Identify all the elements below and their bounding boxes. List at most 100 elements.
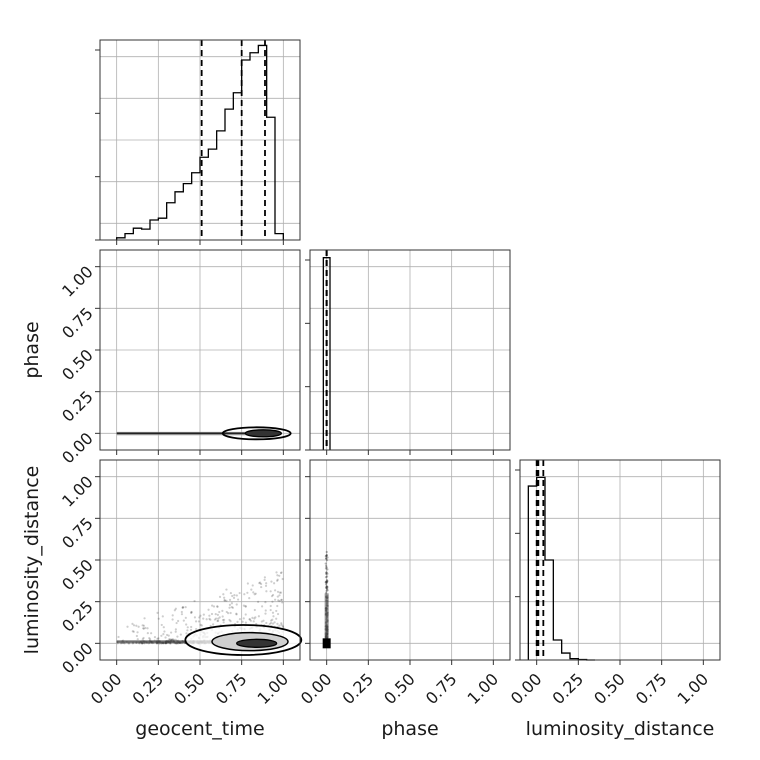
scatter-point bbox=[236, 620, 239, 623]
x-tick-label: 0.75 bbox=[212, 669, 251, 708]
scatter-point bbox=[229, 620, 232, 623]
scatter-point bbox=[142, 624, 145, 627]
scatter-point bbox=[174, 630, 177, 633]
scatter-point bbox=[146, 632, 149, 635]
scatter-point bbox=[230, 606, 233, 609]
scatter-point bbox=[141, 624, 144, 627]
scatter-point bbox=[325, 587, 329, 591]
scatter-point bbox=[237, 598, 240, 601]
scatter-point bbox=[246, 591, 249, 594]
scatter-point bbox=[209, 624, 212, 628]
x-tick-label: 0.25 bbox=[129, 669, 168, 708]
scatter-point bbox=[248, 618, 252, 621]
scatter-point bbox=[184, 605, 187, 609]
scatter-point bbox=[153, 636, 157, 639]
scatter-point bbox=[325, 580, 328, 583]
scatter-point bbox=[143, 617, 146, 620]
scatter-point bbox=[260, 620, 263, 623]
scatter-point bbox=[271, 618, 274, 621]
scatter-point bbox=[326, 587, 329, 590]
scatter-point bbox=[160, 623, 163, 627]
panel-luminosity-distance-vs-geocent-time: 0.000.250.500.751.000.00 0.25 0.50 0.75 1.00 bbox=[58, 459, 303, 708]
scatter-point bbox=[262, 619, 265, 622]
scatter-point bbox=[324, 586, 328, 590]
scatter-point bbox=[276, 578, 279, 581]
scatter-point bbox=[228, 618, 231, 622]
y-tick-label: 0.00 bbox=[58, 639, 97, 678]
density-core bbox=[322, 638, 331, 649]
scatter-point bbox=[217, 617, 220, 620]
scatter-point bbox=[208, 614, 211, 617]
scatter-point bbox=[228, 598, 232, 601]
scatter-point bbox=[180, 610, 183, 614]
scatter-point bbox=[325, 586, 328, 589]
scatter-point bbox=[265, 590, 268, 593]
scatter-point bbox=[212, 605, 216, 608]
histogram-step bbox=[116, 44, 284, 240]
scatter-point bbox=[216, 613, 220, 616]
scatter-point bbox=[263, 578, 266, 581]
scatter-point bbox=[136, 638, 139, 641]
scatter-point bbox=[195, 627, 198, 631]
scatter-point bbox=[279, 571, 283, 575]
scatter-point bbox=[142, 627, 145, 630]
panel-frame bbox=[519, 459, 721, 661]
scatter-point bbox=[325, 572, 328, 575]
scatter-point bbox=[325, 571, 328, 574]
scatter-point bbox=[251, 616, 254, 619]
scatter-point bbox=[281, 624, 284, 628]
x-tick-label: 0.25 bbox=[549, 669, 588, 708]
scatter-point bbox=[254, 616, 257, 619]
x-axis-label-luminosity-distance: luminosity_distance bbox=[526, 718, 715, 740]
panel-luminosity-distance-vs-phase: 0.00 0.25 0.50 0.75 1.00 bbox=[297, 459, 511, 708]
scatter-point bbox=[280, 598, 283, 602]
panel-phase-vs-geocent-time: 0.000.250.500.751.00 bbox=[58, 249, 301, 467]
scatter-point bbox=[235, 613, 238, 616]
scatter-point bbox=[148, 638, 152, 641]
scatter-point bbox=[258, 582, 261, 585]
scatter-point bbox=[218, 595, 222, 598]
x-tick-label: 0.75 bbox=[632, 669, 671, 708]
scatter-point bbox=[325, 571, 328, 574]
scatter-point bbox=[275, 571, 278, 574]
scatter-point bbox=[222, 593, 225, 596]
scatter-point bbox=[324, 567, 328, 570]
x-tick-label: 0.25 bbox=[339, 669, 378, 708]
scatter-point bbox=[274, 598, 277, 601]
scatter-point bbox=[199, 614, 202, 617]
scatter-point bbox=[207, 608, 210, 611]
scatter-point bbox=[264, 601, 267, 604]
scatter-point bbox=[157, 637, 160, 640]
panel-frame bbox=[309, 459, 511, 661]
scatter-point bbox=[325, 581, 328, 585]
scatter-point bbox=[324, 557, 328, 560]
scatter-point bbox=[199, 623, 202, 627]
scatter-point bbox=[253, 617, 256, 620]
scatter-point bbox=[126, 625, 129, 628]
scatter-point bbox=[190, 610, 193, 614]
scatter-point bbox=[281, 601, 284, 604]
scatter-point bbox=[326, 572, 329, 575]
scatter-point bbox=[248, 597, 251, 600]
scatter-point bbox=[227, 612, 230, 615]
scatter-point bbox=[244, 605, 247, 608]
scatter-point bbox=[132, 624, 136, 627]
scatter-point bbox=[269, 621, 273, 625]
scatter-point bbox=[238, 618, 242, 621]
scatter-point bbox=[268, 622, 271, 626]
scatter-point bbox=[325, 579, 329, 582]
scatter-point bbox=[276, 604, 279, 608]
scatter-point bbox=[137, 625, 140, 628]
scatter-point bbox=[276, 590, 280, 593]
scatter-point bbox=[271, 593, 275, 597]
scatter-point bbox=[150, 632, 153, 635]
scatter-point bbox=[325, 550, 328, 554]
scatter-point bbox=[185, 632, 188, 635]
scatter-point bbox=[171, 638, 174, 641]
scatter-point bbox=[326, 589, 329, 592]
scatter-point bbox=[271, 622, 275, 625]
scatter-point bbox=[193, 616, 197, 619]
y-tick-label: 0.50 bbox=[58, 555, 97, 594]
scatter-point bbox=[175, 621, 178, 625]
